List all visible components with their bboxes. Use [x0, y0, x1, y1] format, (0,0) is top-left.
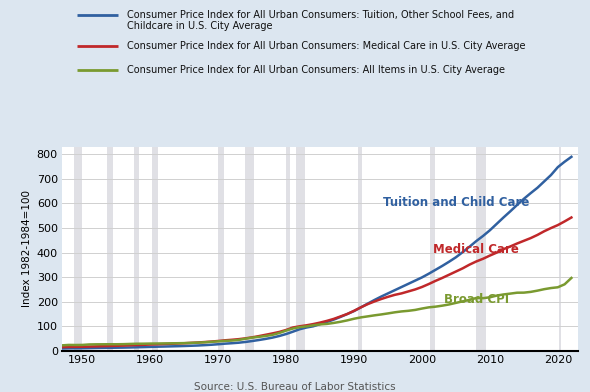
- Bar: [245, 147, 254, 351]
- Text: Consumer Price Index for All Urban Consumers: Medical Care in U.S. City Average: Consumer Price Index for All Urban Consu…: [127, 41, 525, 51]
- Text: Consumer Price Index for All Urban Consumers: Tuition, Other School Fees, and
Ch: Consumer Price Index for All Urban Consu…: [127, 10, 514, 31]
- Bar: [476, 147, 487, 351]
- Y-axis label: Index 1982-1984=100: Index 1982-1984=100: [22, 191, 32, 307]
- Bar: [74, 147, 81, 351]
- Text: Consumer Price Index for All Urban Consumers: All Items in U.S. City Average: Consumer Price Index for All Urban Consu…: [127, 65, 505, 75]
- Bar: [430, 147, 435, 351]
- Bar: [358, 147, 362, 351]
- Bar: [559, 147, 561, 351]
- Bar: [152, 147, 158, 351]
- Text: Tuition and Child Care: Tuition and Child Care: [383, 196, 529, 209]
- Bar: [296, 147, 305, 351]
- Text: Medical Care: Medical Care: [434, 243, 519, 256]
- Text: Source: U.S. Bureau of Labor Statistics: Source: U.S. Bureau of Labor Statistics: [194, 382, 396, 392]
- Text: Broad CPI: Broad CPI: [444, 293, 509, 306]
- Bar: [134, 147, 139, 351]
- Bar: [286, 147, 290, 351]
- Bar: [107, 147, 113, 351]
- Bar: [218, 147, 224, 351]
